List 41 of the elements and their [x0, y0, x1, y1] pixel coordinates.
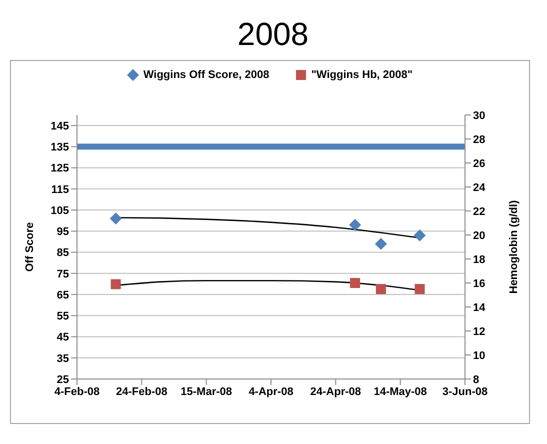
- y2-tick-label: 10: [473, 350, 486, 362]
- y-tick-label: 95: [56, 226, 69, 238]
- y2-tick-label: 8: [473, 374, 480, 386]
- y2-tick-label: 14: [473, 302, 486, 314]
- x-tick-label: 24-Apr-08: [310, 386, 362, 398]
- point: [110, 212, 122, 224]
- x-tick-label: 3-Jun-08: [442, 386, 488, 398]
- point: [349, 218, 362, 231]
- chart-title: 2008: [236, 15, 310, 54]
- y-tick-label: 45: [56, 332, 69, 344]
- y-tick-label: 65: [56, 289, 69, 302]
- x-tick-label: 14-May-08: [374, 386, 427, 398]
- y2-tick-label: 16: [473, 278, 486, 290]
- y2-axis-title: Hemoglobin (g/dl): [508, 200, 520, 294]
- y2-tick-label: 24: [473, 182, 486, 194]
- point: [414, 229, 426, 242]
- y-tick-label: 25: [56, 374, 69, 386]
- y-axis-title: Off Score: [24, 222, 36, 272]
- y-tick-label: 105: [50, 204, 69, 217]
- y2-tick-label: 30: [473, 110, 486, 122]
- legend-label: Wiggins Off Score, 2008: [143, 69, 270, 81]
- y-tick-label: 135: [50, 142, 69, 154]
- y-tick-label: 75: [56, 268, 69, 280]
- y-tick-label: 35: [56, 352, 69, 365]
- y2-tick-label: 12: [473, 326, 486, 338]
- y2-tick-label: 28: [473, 134, 486, 146]
- y2-tick-label: 22: [473, 206, 486, 218]
- y-tick-label: 125: [50, 162, 69, 175]
- legend-label: "Wiggins Hb, 2008": [311, 69, 413, 81]
- y2-tick-label: 20: [473, 230, 486, 242]
- x-tick-label: 4-Feb-08: [54, 386, 100, 398]
- x-tick-label: 4-Apr-08: [248, 386, 294, 398]
- y-tick-label: 145: [50, 120, 69, 132]
- x-tick-label: 24-Feb-08: [116, 386, 168, 398]
- y-tick-label: 55: [56, 310, 69, 323]
- y-tick-label: 115: [51, 184, 69, 196]
- y2-tick-label: 26: [473, 158, 486, 170]
- point: [374, 238, 387, 250]
- y-tick-label: 85: [56, 247, 69, 260]
- y2-tick-label: 18: [473, 254, 486, 266]
- x-tick-label: 15-Mar-08: [180, 386, 232, 398]
